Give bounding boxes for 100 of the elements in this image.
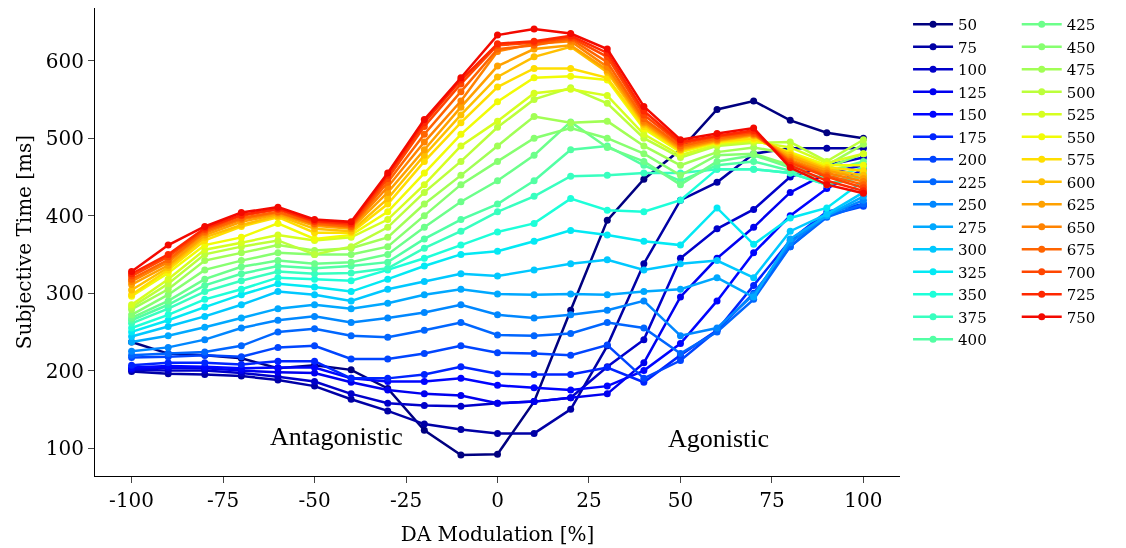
y-tick-label: 500 — [45, 126, 84, 151]
y-tick-label: 100 — [45, 436, 84, 461]
point — [457, 363, 465, 371]
point — [640, 324, 648, 332]
point — [457, 270, 465, 278]
point — [384, 275, 392, 283]
point — [640, 266, 648, 274]
point — [750, 274, 758, 282]
point — [420, 138, 428, 146]
point — [676, 357, 684, 365]
point — [274, 357, 282, 365]
legend-label: 575 — [1066, 151, 1096, 170]
point — [530, 177, 538, 185]
point — [201, 336, 209, 344]
point — [164, 316, 172, 324]
point — [567, 386, 575, 394]
point — [201, 323, 209, 331]
point — [420, 420, 428, 428]
legend-label: 525 — [1066, 106, 1096, 125]
point — [676, 260, 684, 268]
point — [603, 319, 611, 327]
point — [494, 429, 501, 437]
point — [311, 275, 319, 283]
point — [237, 342, 245, 350]
point — [237, 277, 245, 285]
point — [237, 263, 245, 271]
legend-label: 550 — [1066, 128, 1096, 147]
point — [823, 144, 831, 152]
point — [603, 390, 611, 398]
point — [347, 250, 355, 258]
point — [420, 326, 428, 334]
point — [274, 231, 282, 239]
x-axis-title: DA Modulation [%] — [400, 521, 595, 546]
point — [457, 119, 465, 127]
legend-label: 400 — [958, 331, 987, 350]
point — [713, 106, 721, 113]
point — [347, 319, 355, 327]
point — [384, 407, 392, 415]
point — [457, 97, 465, 105]
point — [494, 208, 501, 216]
point — [823, 129, 831, 137]
point — [567, 226, 575, 234]
point — [274, 280, 282, 288]
point — [274, 316, 282, 324]
point — [384, 243, 392, 251]
point — [603, 99, 611, 107]
legend-label: 325 — [958, 263, 987, 282]
point — [457, 402, 465, 410]
point — [494, 123, 501, 131]
x-tick-label: -75 — [206, 488, 240, 513]
point — [640, 169, 648, 177]
legend-label: 625 — [1066, 196, 1096, 215]
point — [494, 200, 501, 208]
point — [530, 112, 538, 120]
point — [128, 347, 136, 355]
point — [457, 426, 465, 434]
legend-label: 375 — [958, 308, 987, 327]
point — [201, 257, 209, 265]
point — [384, 299, 392, 307]
point — [603, 206, 611, 214]
point — [457, 157, 465, 165]
point — [530, 314, 538, 322]
point — [420, 130, 428, 138]
point — [237, 285, 245, 293]
point — [750, 223, 758, 231]
point — [676, 241, 684, 249]
point — [603, 45, 611, 53]
point — [420, 309, 428, 317]
point — [420, 181, 428, 189]
point — [347, 305, 355, 313]
point — [201, 312, 209, 320]
point — [457, 130, 465, 138]
point — [530, 291, 538, 299]
point — [164, 297, 172, 305]
point — [164, 241, 172, 249]
point — [384, 208, 392, 216]
point — [567, 195, 575, 203]
point — [420, 188, 428, 196]
x-tick-label: 50 — [667, 488, 694, 513]
point — [676, 332, 684, 340]
y-axis-title: Subjective Time [ms] — [12, 134, 37, 350]
point — [201, 275, 209, 283]
point — [237, 249, 245, 257]
point — [567, 405, 575, 413]
point — [530, 25, 538, 33]
point — [713, 157, 721, 165]
point — [603, 117, 611, 125]
point — [494, 370, 501, 378]
y-tick-label: 300 — [45, 281, 84, 306]
point — [457, 451, 465, 459]
legend-label: 125 — [958, 83, 987, 102]
point — [384, 314, 392, 322]
point — [750, 249, 758, 257]
point — [567, 290, 575, 298]
point — [640, 260, 648, 268]
point — [274, 236, 282, 244]
point — [786, 188, 794, 196]
point — [420, 371, 428, 378]
point — [384, 195, 392, 203]
point — [347, 269, 355, 277]
